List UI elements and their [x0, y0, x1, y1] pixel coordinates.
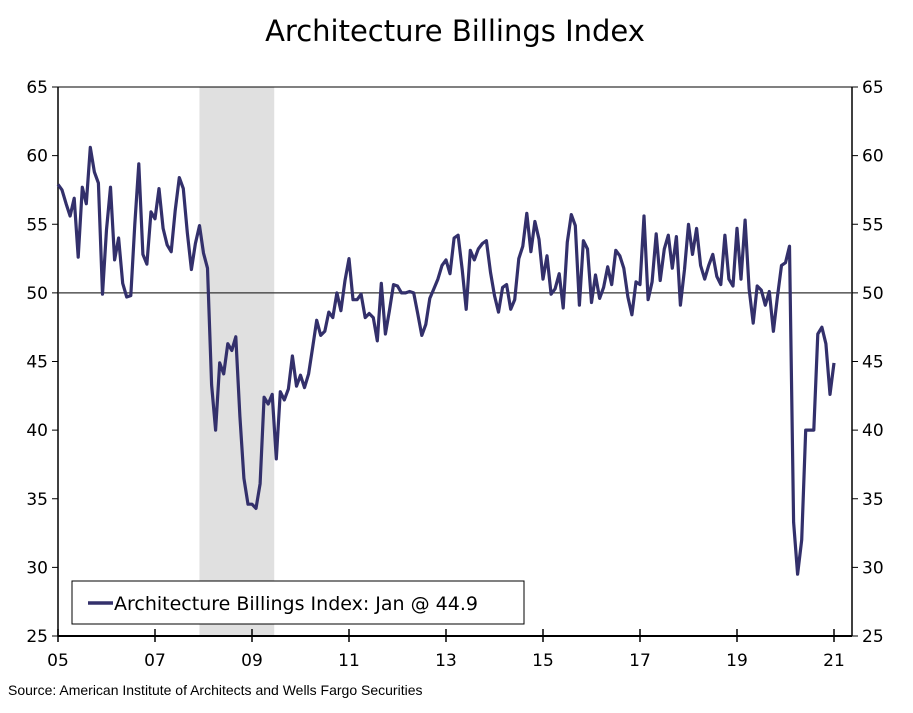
y-tick-label-left: 45 — [26, 353, 48, 373]
source-note: Source: American Institute of Architects… — [8, 682, 422, 698]
y-tick-label-left: 50 — [26, 284, 48, 304]
y-tick-label-right: 60 — [862, 147, 884, 167]
chart-title: Architecture Billings Index — [265, 14, 645, 48]
x-tick-label: 13 — [435, 651, 457, 671]
series-line-abi — [56, 145, 836, 576]
x-tick-label: 11 — [338, 651, 360, 671]
y-tick-label-right: 65 — [862, 78, 884, 98]
legend-label: Architecture Billings Index: Jan @ 44.9 — [114, 593, 478, 615]
y-tick-label-left: 65 — [26, 78, 48, 98]
y-tick-label-left: 25 — [26, 627, 48, 647]
x-tick-label: 15 — [532, 651, 554, 671]
y-tick-label-left: 30 — [26, 558, 48, 578]
y-tick-label-right: 25 — [862, 627, 884, 647]
y-tick-label-left: 55 — [26, 215, 48, 235]
legend-box — [71, 580, 525, 625]
x-tick-label: 19 — [726, 651, 748, 671]
plot-frame — [57, 86, 853, 637]
plot-area: 25 25 30 30 35 35 40 40 45 45 50 50 55 55 60 60 65 65 05 07… — [26, 78, 883, 671]
x-tick-label: 21 — [823, 651, 845, 671]
y-tick-label-left: 60 — [26, 147, 48, 167]
y-tick-label-right: 45 — [862, 353, 884, 373]
x-tick-label: 17 — [629, 651, 651, 671]
y-tick-label-right: 35 — [862, 490, 884, 510]
x-tick-label: 09 — [241, 651, 263, 671]
x-tick-label: 07 — [144, 651, 166, 671]
y-tick-label-right: 40 — [862, 421, 884, 441]
y-tick-label-right: 55 — [862, 215, 884, 235]
y-tick-label-left: 40 — [26, 421, 48, 441]
y-tick-label-left: 35 — [26, 490, 48, 510]
y-tick-label-right: 50 — [862, 284, 884, 304]
x-tick-label: 05 — [47, 651, 69, 671]
y-tick-label-right: 30 — [862, 558, 884, 578]
legend: Architecture Billings Index: Jan @ 44.9 — [71, 580, 525, 625]
